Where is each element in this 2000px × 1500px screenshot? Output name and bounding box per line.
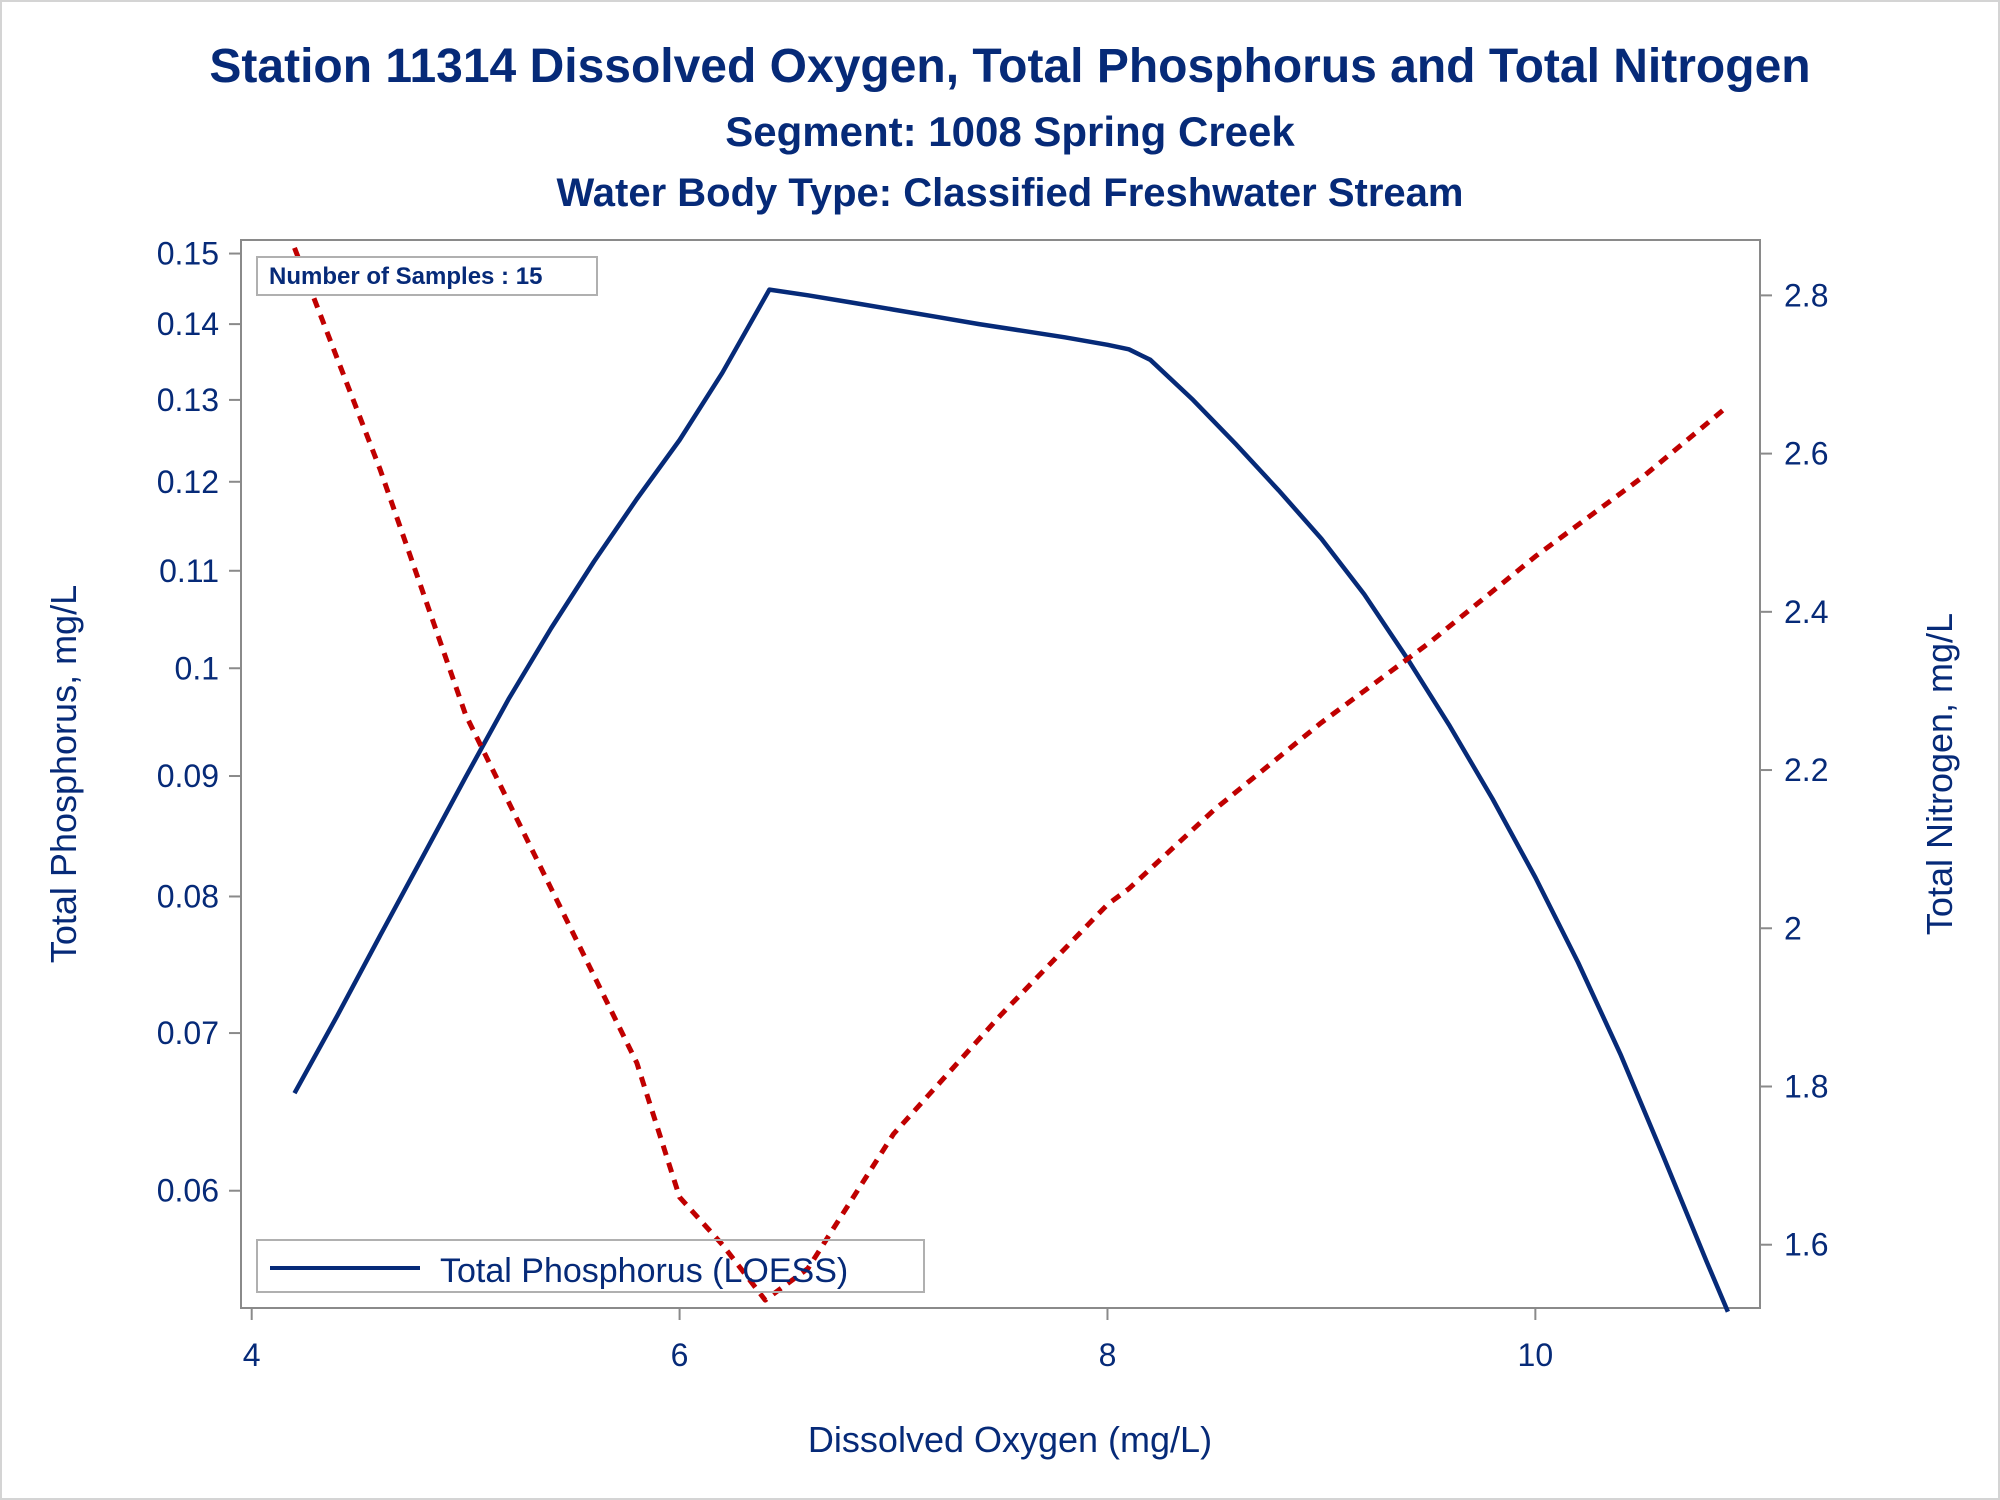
legend: Total Phosphorus (LOESS) [256, 1239, 925, 1293]
series-line-phosphorus [292, 287, 1730, 1313]
y-left-tick-label: 0.11 [159, 553, 219, 589]
series-line-nitrogen [292, 246, 1730, 1303]
x-tick-label: 10 [1518, 1337, 1554, 1373]
x-tick-label: 8 [1099, 1337, 1117, 1373]
series-layer [292, 246, 1730, 1313]
y-axis-right: 1.6 1.8 2 2.2 2.4 2.6 2.8 [1760, 277, 1828, 1263]
legend-label: Total Phosphorus (LOESS) [440, 1252, 848, 1290]
x-axis-label: Dissolved Oxygen (mg/L) [808, 1419, 1212, 1460]
x-tick-label: 4 [243, 1337, 261, 1373]
sample-count-text: Number of Samples : 15 [269, 263, 542, 290]
y-left-tick-label: 0.12 [157, 464, 219, 500]
y-left-tick-label: 0.08 [157, 878, 219, 914]
y-left-tick-label: 0.09 [157, 758, 219, 794]
chart-subtitle: Segment: 1008 Spring Creek [725, 108, 1295, 155]
y-right-tick-label: 2 [1784, 910, 1802, 946]
sample-count-border [256, 256, 598, 296]
y-left-tick-label: 0.13 [157, 382, 219, 418]
y-left-tick-label: 0.07 [157, 1015, 219, 1051]
y-right-tick-label: 1.6 [1784, 1227, 1828, 1263]
x-axis: 4 6 8 10 [243, 1308, 1553, 1373]
y-right-tick-label: 2.4 [1784, 594, 1828, 630]
y-right-tick-label: 2.2 [1784, 752, 1828, 788]
y-left-tick-label: 0.14 [157, 306, 219, 342]
y-right-tick-label: 2.8 [1784, 277, 1828, 313]
chart-subtitle-water-body: Water Body Type: Classified Freshwater S… [557, 171, 1464, 215]
y-axis-left: 0.06 0.07 0.08 0.09 0.1 0.11 0.12 0.13 0.14 0.15 [157, 236, 241, 1209]
y-axis-right-label: Total Nitrogen, mg/L [1919, 613, 1960, 935]
x-tick-label: 6 [671, 1337, 689, 1373]
y-axis-left-label: Total Phosphorus, mg/L [43, 585, 84, 963]
chart-title: Station 11314 Dissolved Oxygen, Total Ph… [209, 40, 1810, 93]
y-right-tick-label: 1.8 [1784, 1068, 1828, 1104]
y-right-tick-label: 2.6 [1784, 436, 1828, 472]
plot-area [240, 239, 1761, 1309]
y-left-tick-label: 0.15 [157, 236, 219, 272]
sample-count-box: Number of Samples : 15 [256, 256, 598, 296]
legend-border [256, 1239, 925, 1293]
y-left-tick-label: 0.06 [157, 1173, 219, 1209]
y-left-tick-label: 0.1 [175, 650, 219, 686]
